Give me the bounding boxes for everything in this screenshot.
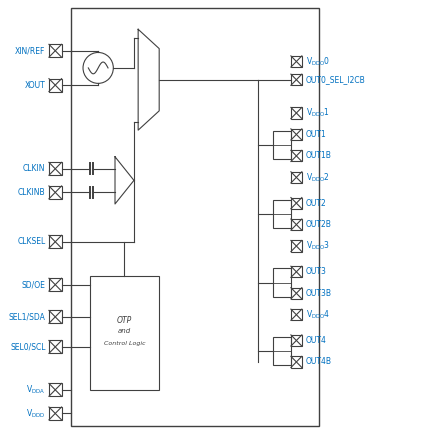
Bar bbox=[49, 186, 62, 199]
Text: OUT3: OUT3 bbox=[306, 267, 327, 276]
Bar bbox=[291, 74, 302, 85]
Bar bbox=[291, 129, 302, 140]
Text: OUT4B: OUT4B bbox=[306, 357, 332, 366]
Text: SEL0/SCL: SEL0/SCL bbox=[10, 343, 45, 351]
Text: OUT1B: OUT1B bbox=[306, 151, 332, 160]
Bar bbox=[49, 162, 62, 175]
Bar bbox=[291, 150, 302, 162]
Bar bbox=[49, 44, 62, 57]
Bar bbox=[49, 340, 62, 353]
Bar bbox=[291, 241, 302, 251]
Bar bbox=[291, 266, 302, 277]
Bar bbox=[273, 200, 291, 228]
Bar bbox=[49, 311, 62, 323]
Text: Control Logic: Control Logic bbox=[104, 341, 145, 346]
Bar bbox=[71, 8, 319, 426]
Text: OUT2B: OUT2B bbox=[306, 220, 332, 229]
Bar bbox=[273, 131, 291, 159]
Text: OUT2: OUT2 bbox=[306, 199, 327, 208]
Bar bbox=[49, 407, 62, 420]
Bar bbox=[291, 108, 302, 118]
Text: OUT1: OUT1 bbox=[306, 130, 327, 139]
Bar bbox=[49, 79, 62, 92]
Bar bbox=[291, 219, 302, 230]
Bar bbox=[49, 278, 62, 291]
Text: CLKINB: CLKINB bbox=[18, 188, 45, 197]
Bar bbox=[291, 309, 302, 320]
Text: SEL1/SDA: SEL1/SDA bbox=[9, 312, 45, 321]
Text: OTP: OTP bbox=[117, 316, 132, 324]
Text: XOUT: XOUT bbox=[25, 81, 45, 89]
Bar bbox=[90, 276, 159, 390]
Text: V$_{\mathregular{DDA}}$: V$_{\mathregular{DDA}}$ bbox=[26, 384, 45, 396]
Bar bbox=[273, 337, 291, 365]
Text: XIN/REF: XIN/REF bbox=[15, 46, 45, 55]
Bar bbox=[291, 356, 302, 368]
Bar bbox=[291, 335, 302, 346]
Text: CLKIN: CLKIN bbox=[23, 164, 45, 173]
Text: V$_{\mathregular{DDO}}$3: V$_{\mathregular{DDO}}$3 bbox=[306, 240, 330, 252]
Text: V$_{\mathregular{DDO}}$0: V$_{\mathregular{DDO}}$0 bbox=[306, 55, 330, 68]
Text: SD/OE: SD/OE bbox=[22, 280, 45, 289]
Text: OUT4: OUT4 bbox=[306, 336, 327, 345]
Text: V$_{\mathregular{DDD}}$: V$_{\mathregular{DDD}}$ bbox=[26, 407, 45, 420]
Text: V$_{\mathregular{DDO}}$2: V$_{\mathregular{DDO}}$2 bbox=[306, 171, 330, 184]
Text: V$_{\mathregular{DDO}}$1: V$_{\mathregular{DDO}}$1 bbox=[306, 107, 330, 119]
Bar bbox=[291, 172, 302, 183]
Bar bbox=[291, 288, 302, 299]
Text: and: and bbox=[118, 328, 131, 334]
Bar bbox=[273, 268, 291, 297]
Text: CLKSEL: CLKSEL bbox=[17, 237, 45, 246]
Bar bbox=[291, 197, 302, 209]
Text: OUT3B: OUT3B bbox=[306, 289, 332, 298]
Text: OUT0_SEL_I2CB: OUT0_SEL_I2CB bbox=[306, 75, 366, 84]
Bar bbox=[291, 56, 302, 67]
Bar bbox=[49, 235, 62, 248]
Text: V$_{\mathregular{DDO}}$4: V$_{\mathregular{DDO}}$4 bbox=[306, 308, 330, 321]
Bar bbox=[49, 383, 62, 396]
